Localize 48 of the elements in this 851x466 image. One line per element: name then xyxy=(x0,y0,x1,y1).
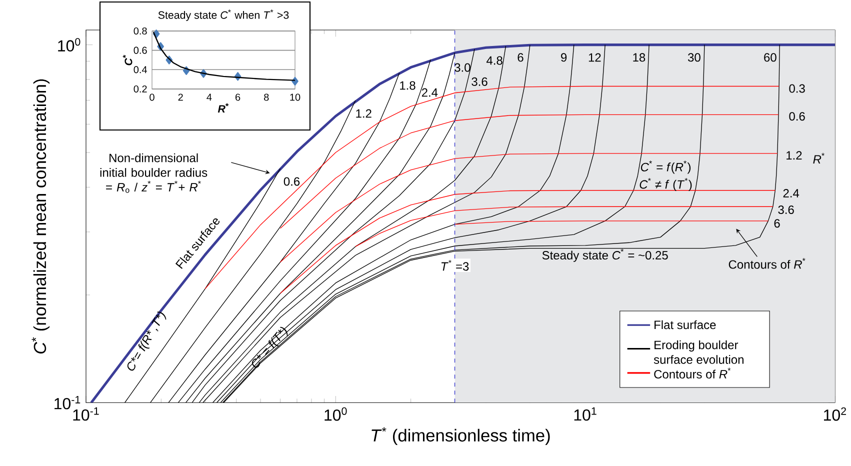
annotation: 30 xyxy=(688,53,700,62)
annotation: R$^{*}$ xyxy=(813,152,824,164)
annotation: 3.0 xyxy=(454,63,470,72)
annotation: 2.4 xyxy=(422,88,438,97)
annotation: 1.2 xyxy=(786,151,802,160)
annotation: 3.6 xyxy=(778,205,794,214)
legend-label: Flat surface xyxy=(654,320,716,330)
annotation: 0.3 xyxy=(789,84,805,93)
annotation: 0.6 xyxy=(789,112,805,121)
x-axis-title: R$^{*}$ xyxy=(218,103,229,113)
annotation: C$^{*}$ ≠ f (T$^{*}$) xyxy=(640,178,692,192)
y-axis-title: C$^{*}$ (normalized mean concentration) xyxy=(32,79,50,354)
x-tick-label: 2 xyxy=(178,94,183,101)
annotation: C$^{*}$ = f(R$^{*}$) xyxy=(640,160,691,174)
annotation: 3.6 xyxy=(472,77,488,86)
y-tick-label: 0.4 xyxy=(134,66,147,74)
annotation: 18 xyxy=(633,53,646,62)
x-tick-label: 6 xyxy=(236,94,240,101)
x-tick-label: 10$^{0}$ xyxy=(324,407,347,421)
x-tick-label: 10 xyxy=(290,94,300,101)
annotation: Contours of R$^{*}$ xyxy=(728,258,806,269)
annotation: 60 xyxy=(764,53,776,62)
y-axis-title: C$^{*}$ xyxy=(122,54,132,66)
y-tick-label: 0.8 xyxy=(134,27,147,35)
annotation: Steady state C$^{*}$ = ~0.25 xyxy=(542,248,668,262)
annotation: 2.4 xyxy=(783,188,800,198)
x-tick-label: 4 xyxy=(206,94,212,101)
annotation: 4.8 xyxy=(486,56,502,65)
annotation: 1.8 xyxy=(400,81,416,90)
text: Non-dimensional initial boulder radius = R$_{o}$ / z$^{*}$ = T$^{*}$+ R$^{*}$ xyxy=(100,153,208,193)
x-tick-label: 10$^{-1}$ xyxy=(73,407,99,421)
annotation: 6 xyxy=(518,53,524,62)
annotation: 1.2 xyxy=(356,109,372,118)
annotation: 12 xyxy=(588,53,601,62)
y-tick-label: 0.6 xyxy=(134,46,147,54)
chart-title: Steady state C$^{*}$ when T$^{*}$ >3 xyxy=(158,9,289,21)
x-tick-label: 10$^{2}$ xyxy=(824,407,846,421)
y-tick-label: 0.2 xyxy=(134,85,147,93)
legend-label: Contours of R$^{*}$ xyxy=(654,368,731,379)
ref-line-label: T$^{*}$ =3 xyxy=(441,260,469,271)
annotation: 9 xyxy=(561,53,567,62)
x-axis-title: T$^{*}$ (dimensionless time) xyxy=(372,427,550,446)
x-tick-label: 8 xyxy=(264,94,269,101)
annotation: 0.6 xyxy=(284,177,300,186)
x-tick-label: 10$^{1}$ xyxy=(574,407,596,421)
annotation: 6 xyxy=(774,219,780,228)
x-tick-label: 0 xyxy=(150,94,154,101)
legend-label: Eroding boulder surface evolution xyxy=(654,340,744,364)
